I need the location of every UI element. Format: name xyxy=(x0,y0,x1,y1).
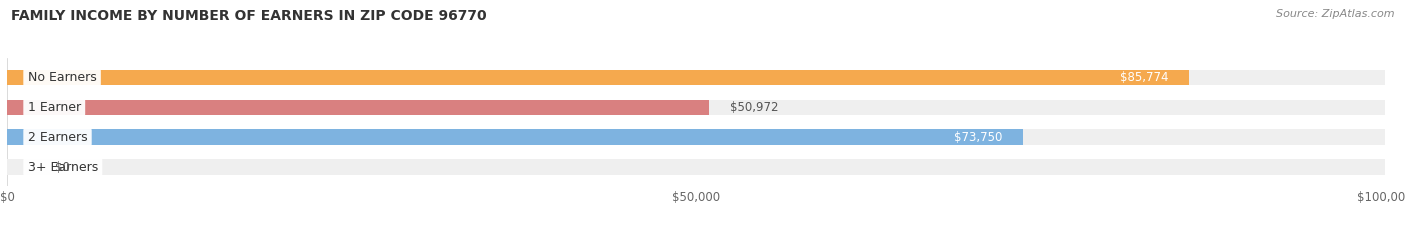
Text: 2 Earners: 2 Earners xyxy=(28,131,87,144)
Bar xyxy=(7,130,1024,145)
Bar xyxy=(7,70,1385,85)
Text: 3+ Earners: 3+ Earners xyxy=(28,161,98,174)
Text: $0: $0 xyxy=(55,161,70,174)
Bar xyxy=(7,100,1385,115)
Text: No Earners: No Earners xyxy=(28,71,97,84)
Text: FAMILY INCOME BY NUMBER OF EARNERS IN ZIP CODE 96770: FAMILY INCOME BY NUMBER OF EARNERS IN ZI… xyxy=(11,9,486,23)
Text: 1 Earner: 1 Earner xyxy=(28,101,80,114)
Text: $73,750: $73,750 xyxy=(955,131,1002,144)
Text: $85,774: $85,774 xyxy=(1119,71,1168,84)
Bar xyxy=(7,159,1385,175)
Text: Source: ZipAtlas.com: Source: ZipAtlas.com xyxy=(1277,9,1395,19)
Bar xyxy=(7,100,710,115)
Bar xyxy=(7,70,1189,85)
Bar xyxy=(7,130,1385,145)
Text: $50,972: $50,972 xyxy=(730,101,779,114)
